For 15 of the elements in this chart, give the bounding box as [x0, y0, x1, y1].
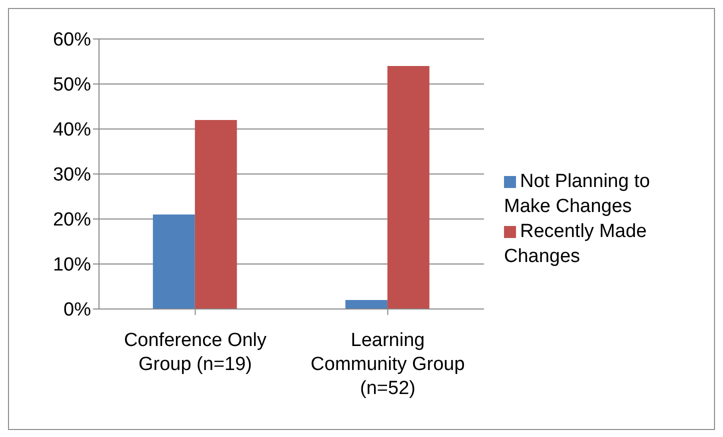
y-tick-label: 10%: [52, 254, 92, 276]
legend-label: Not Planning to Make Changes: [504, 171, 650, 217]
y-tick-label: 50%: [52, 74, 92, 96]
x-tick-label: Learning Community Group (n=52): [310, 330, 465, 399]
y-tick-label: 60%: [52, 30, 92, 51]
y-tick-label: 30%: [52, 164, 92, 186]
legend-label: Recently Made Changes: [504, 221, 647, 267]
y-tick-label: 0%: [64, 300, 92, 321]
bar: [194, 120, 237, 309]
y-tick-label: 20%: [52, 210, 92, 231]
bar: [345, 300, 388, 309]
bar: [152, 214, 195, 309]
y-tick-label: 40%: [52, 120, 92, 141]
x-tick-label: Conference Only Group (n=19): [124, 330, 268, 375]
bar: [387, 66, 430, 309]
